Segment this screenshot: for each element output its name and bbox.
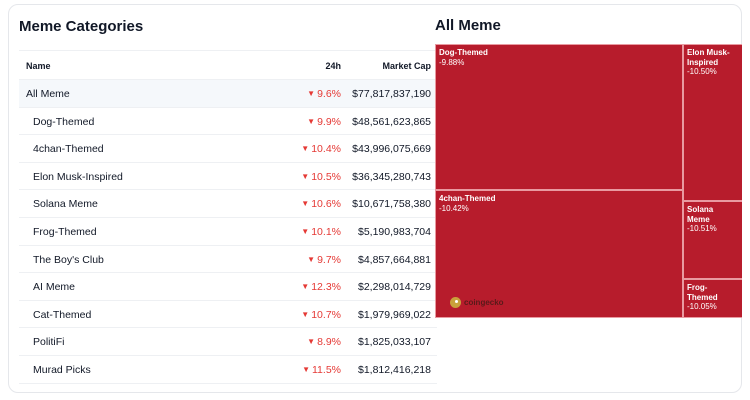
coingecko-watermark: coingecko bbox=[450, 297, 504, 308]
tile-change: -10.05% bbox=[687, 302, 717, 311]
down-arrow-icon: ▼ bbox=[307, 89, 316, 98]
change-value: 10.1% bbox=[311, 225, 341, 238]
market-cap-value: $43,996,075,669 bbox=[352, 143, 431, 156]
change-24h: ▼ 9.7% bbox=[307, 254, 341, 266]
down-arrow-icon: ▼ bbox=[302, 364, 310, 374]
change-value: 10.6% bbox=[311, 198, 341, 211]
categories-panel: Meme Categories Name 24h Market Cap All … bbox=[19, 5, 437, 394]
down-arrow-icon: ▼ bbox=[301, 309, 310, 319]
change-24h: ▼ 10.1% bbox=[301, 226, 341, 238]
table-body: All Meme ▼ 9.6% $77,817,837,190 Dog-Themed ▼ 9… bbox=[19, 80, 437, 384]
categories-title: Meme Categories bbox=[19, 18, 144, 35]
market-cap-value: $77,817,837,190 bbox=[352, 88, 431, 100]
change-value: 11.5% bbox=[312, 363, 341, 376]
tile-change: -10.50% bbox=[687, 67, 717, 76]
category-name[interactable]: Frog-Themed bbox=[33, 225, 97, 238]
market-cap-value: $1,979,969,022 bbox=[358, 308, 431, 321]
treemap-title: All Meme bbox=[435, 17, 501, 34]
category-name[interactable]: PolitiFi bbox=[33, 336, 65, 349]
change-value: 10.4% bbox=[311, 143, 341, 156]
change-value: 12.3% bbox=[311, 281, 341, 294]
tile-change: -10.42% bbox=[439, 203, 469, 213]
table-row[interactable]: All Meme ▼ 9.6% $77,817,837,190 bbox=[19, 80, 437, 108]
categories-table: Name 24h Market Cap All Meme ▼ 9.6% $77,817… bbox=[19, 50, 437, 384]
down-arrow-icon: ▼ bbox=[301, 282, 310, 292]
market-cap-value: $4,857,664,881 bbox=[358, 253, 431, 266]
table-row[interactable]: Solana Meme ▼ 10.6% $10,671,758,380 bbox=[19, 190, 437, 218]
table-header: Name 24h Market Cap bbox=[19, 50, 437, 80]
table-row[interactable]: Cat-Themed ▼ 10.7% $1,979,969,022 bbox=[19, 301, 437, 329]
market-cap-value: $36,345,280,743 bbox=[352, 170, 431, 183]
treemap-tile-4chan-themed[interactable]: 4chan-Themed -10.42% bbox=[435, 190, 683, 318]
table-row[interactable]: Elon Musk-Inspired ▼ 10.5% $36,345,280,743 bbox=[19, 163, 437, 191]
down-arrow-icon: ▼ bbox=[301, 171, 310, 181]
treemap-tile-elon-musk-inspired[interactable]: Elon Musk-Inspired -10.50% bbox=[683, 44, 742, 201]
change-value: 9.7% bbox=[317, 253, 341, 266]
down-arrow-icon: ▼ bbox=[301, 199, 310, 209]
market-cap-value: $5,190,983,704 bbox=[358, 225, 431, 238]
category-name[interactable]: Elon Musk-Inspired bbox=[33, 170, 123, 183]
change-value: 8.9% bbox=[317, 336, 341, 349]
change-value: 10.5% bbox=[311, 170, 341, 183]
change-24h: ▼ 10.7% bbox=[301, 309, 341, 321]
column-header-24h[interactable]: 24h bbox=[325, 61, 341, 71]
change-value: 9.9% bbox=[317, 115, 341, 128]
change-24h: ▼ 10.6% bbox=[301, 198, 341, 210]
category-name[interactable]: AI Meme bbox=[33, 281, 76, 294]
category-name[interactable]: The Boy's Club bbox=[33, 253, 104, 266]
table-row[interactable]: The Boy's Club ▼ 9.7% $4,857,664,881 bbox=[19, 246, 437, 274]
table-row[interactable]: Frog-Themed ▼ 10.1% $5,190,983,704 bbox=[19, 218, 437, 246]
tile-name: 4chan-Themed bbox=[439, 194, 496, 203]
tile-name: Elon Musk-Inspired bbox=[687, 48, 730, 67]
category-name[interactable]: Solana Meme bbox=[33, 198, 98, 211]
tile-name: Frog-Themed bbox=[687, 283, 718, 302]
treemap: Dog-Themed -9.88% 4chan-Themed -10.42% E… bbox=[435, 44, 742, 318]
category-name[interactable]: 4chan-Themed bbox=[33, 143, 104, 156]
table-row[interactable]: Dog-Themed ▼ 9.9% $48,561,623,865 bbox=[19, 108, 437, 136]
category-name[interactable]: Cat-Themed bbox=[33, 308, 92, 321]
change-value: 9.6% bbox=[317, 88, 341, 100]
down-arrow-icon: ▼ bbox=[301, 144, 310, 154]
tile-change: -9.88% bbox=[439, 57, 465, 67]
tile-change: -10.51% bbox=[687, 224, 717, 233]
market-cap-value: $1,812,416,218 bbox=[358, 363, 431, 376]
down-arrow-icon: ▼ bbox=[307, 337, 316, 347]
table-row[interactable]: PolitiFi ▼ 8.9% $1,825,033,107 bbox=[19, 328, 437, 356]
down-arrow-icon: ▼ bbox=[301, 226, 310, 236]
tile-name: Dog-Themed bbox=[439, 48, 488, 57]
change-24h: ▼ 10.5% bbox=[301, 171, 341, 183]
change-24h: ▼ 11.5% bbox=[302, 364, 341, 376]
table-row[interactable]: Murad Picks ▼ 11.5% $1,812,416,218 bbox=[19, 356, 437, 384]
down-arrow-icon: ▼ bbox=[307, 116, 316, 126]
market-cap-value: $2,298,014,729 bbox=[358, 281, 431, 294]
change-24h: ▼ 12.3% bbox=[301, 281, 341, 293]
table-row[interactable]: 4chan-Themed ▼ 10.4% $43,996,075,669 bbox=[19, 135, 437, 163]
category-name[interactable]: Dog-Themed bbox=[33, 115, 95, 128]
column-header-name[interactable]: Name bbox=[26, 61, 51, 71]
down-arrow-icon: ▼ bbox=[307, 254, 316, 264]
watermark-text: coingecko bbox=[464, 298, 504, 307]
change-24h: ▼ 10.4% bbox=[301, 143, 341, 155]
treemap-tile-frog-themed[interactable]: Frog-Themed -10.05% bbox=[683, 279, 742, 318]
category-name[interactable]: Murad Picks bbox=[33, 363, 91, 376]
change-24h: ▼ 9.9% bbox=[307, 116, 341, 128]
coingecko-logo-icon bbox=[450, 297, 461, 308]
table-row[interactable]: AI Meme ▼ 12.3% $2,298,014,729 bbox=[19, 273, 437, 301]
tile-name: Solana Meme bbox=[687, 205, 714, 224]
change-24h: ▼ 9.6% bbox=[307, 88, 341, 100]
market-cap-value: $1,825,033,107 bbox=[358, 336, 431, 349]
treemap-tile-dog-themed[interactable]: Dog-Themed -9.88% bbox=[435, 44, 683, 190]
change-24h: ▼ 8.9% bbox=[307, 336, 341, 348]
treemap-tile-solana-meme[interactable]: Solana Meme -10.51% bbox=[683, 201, 742, 279]
market-cap-value: $10,671,758,380 bbox=[352, 198, 431, 211]
change-value: 10.7% bbox=[311, 308, 341, 321]
market-cap-value: $48,561,623,865 bbox=[352, 115, 431, 128]
category-name[interactable]: All Meme bbox=[26, 88, 70, 100]
column-header-market-cap[interactable]: Market Cap bbox=[382, 61, 431, 71]
